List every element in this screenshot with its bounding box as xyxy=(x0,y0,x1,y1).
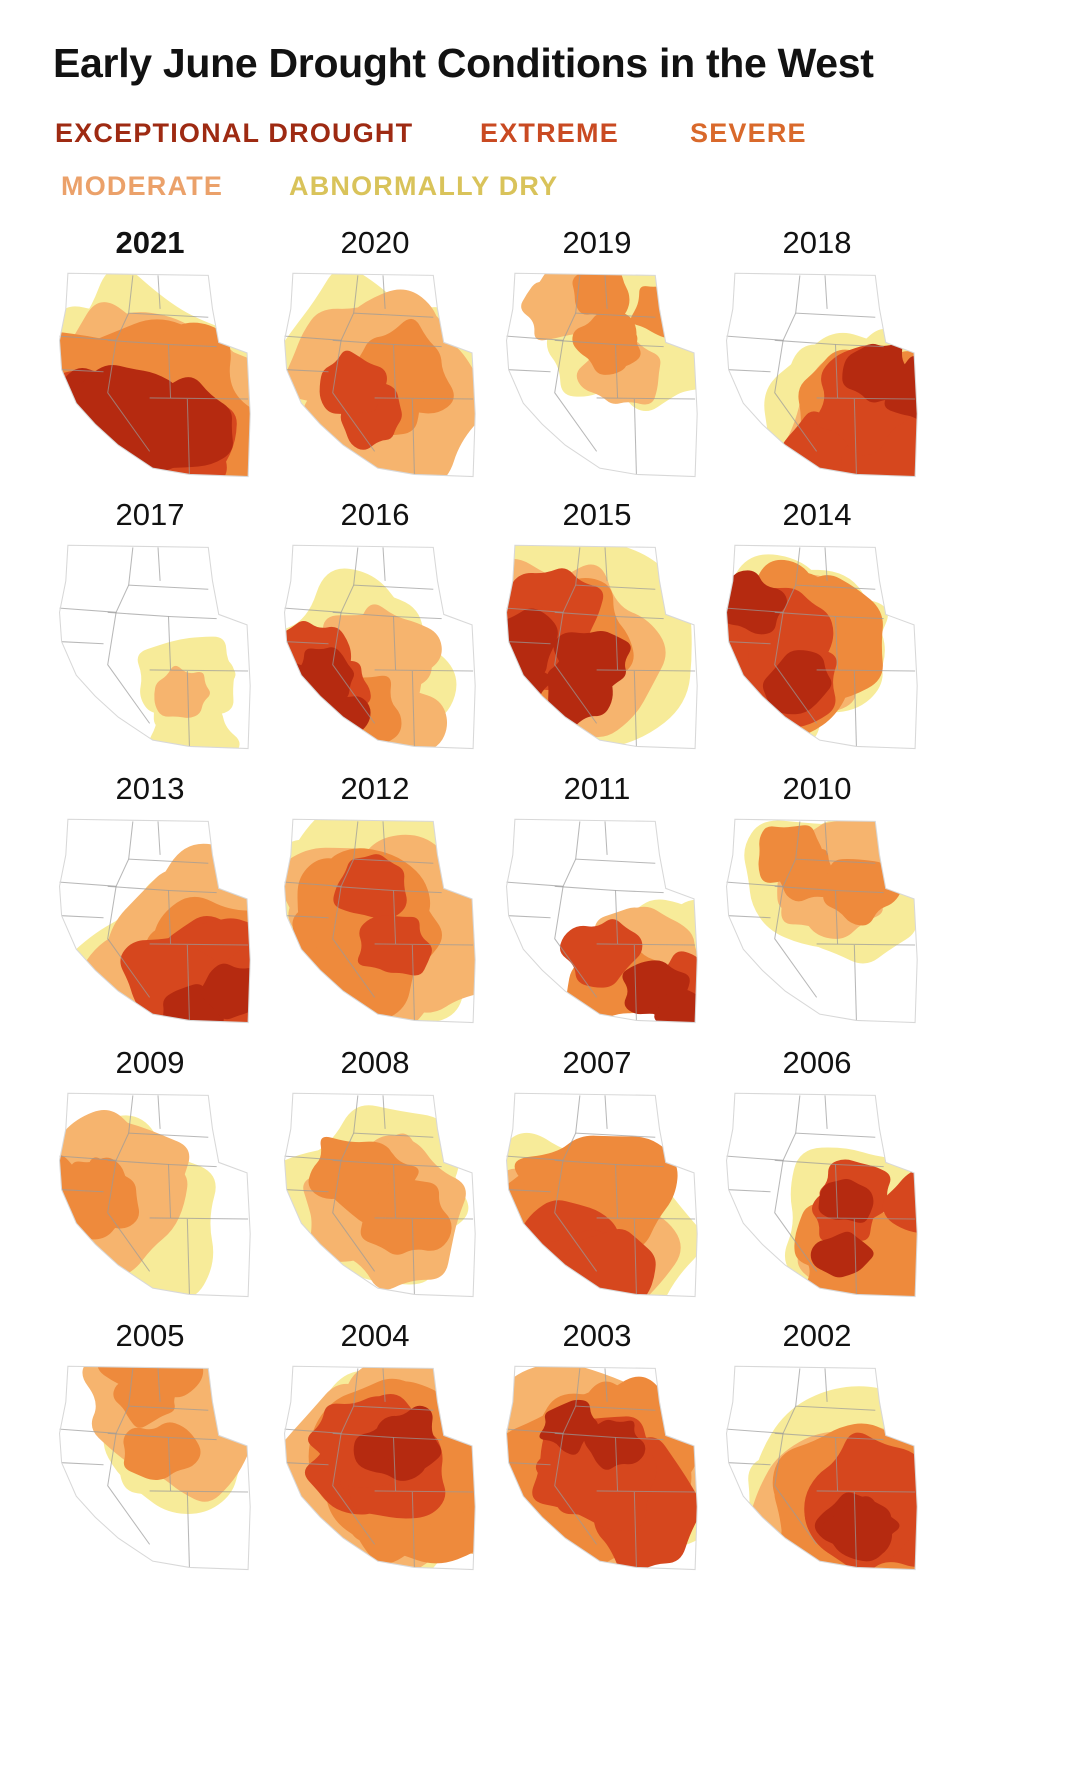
page-title: Early June Drought Conditions in the Wes… xyxy=(53,40,874,86)
drought-map-2012 xyxy=(283,818,476,1024)
year-label-2004: 2004 xyxy=(340,1318,410,1353)
drought-map-2014 xyxy=(725,544,918,750)
year-label-2019: 2019 xyxy=(562,225,632,260)
year-label-2003: 2003 xyxy=(562,1318,632,1353)
drought-map-2007 xyxy=(505,1092,698,1298)
year-label-2008: 2008 xyxy=(340,1045,410,1080)
year-label-2009: 2009 xyxy=(115,1045,185,1080)
year-label-2021: 2021 xyxy=(115,225,185,260)
drought-map-2018 xyxy=(725,272,918,478)
drought-map-2015 xyxy=(505,544,698,750)
year-label-2015: 2015 xyxy=(562,497,632,532)
drought-map-2005 xyxy=(58,1365,251,1571)
legend-exceptional: EXCEPTIONAL DROUGHT xyxy=(55,118,414,148)
year-label-2002: 2002 xyxy=(782,1318,852,1353)
year-label-2014: 2014 xyxy=(782,497,852,532)
drought-map-2017 xyxy=(58,544,251,750)
year-label-2011: 2011 xyxy=(563,771,631,806)
year-label-2007: 2007 xyxy=(562,1045,632,1080)
drought-map-2006 xyxy=(725,1092,918,1298)
legend-abnormally-dry: ABNORMALLY DRY xyxy=(289,171,559,201)
drought-map-2019 xyxy=(505,272,698,478)
year-label-2013: 2013 xyxy=(115,771,185,806)
drought-map-2010 xyxy=(725,818,918,1024)
year-label-2017: 2017 xyxy=(115,497,185,532)
drought-map-2009 xyxy=(58,1092,251,1298)
legend-extreme: EXTREME xyxy=(480,118,619,148)
year-label-2016: 2016 xyxy=(340,497,410,532)
year-label-2018: 2018 xyxy=(782,225,852,260)
drought-map-2013 xyxy=(58,818,251,1024)
drought-map-2002 xyxy=(725,1365,918,1571)
drought-map-2008 xyxy=(283,1092,476,1298)
drought-map-2003 xyxy=(505,1365,698,1571)
legend-severe: SEVERE xyxy=(690,118,807,148)
year-label-2010: 2010 xyxy=(782,771,852,806)
year-label-2012: 2012 xyxy=(340,771,410,806)
year-label-2005: 2005 xyxy=(115,1318,185,1353)
drought-map-2011 xyxy=(505,818,698,1024)
drought-map-2021 xyxy=(58,272,251,478)
drought-map-2020 xyxy=(283,272,476,478)
legend-moderate: MODERATE xyxy=(61,171,224,201)
year-label-2020: 2020 xyxy=(340,225,410,260)
year-label-2006: 2006 xyxy=(782,1045,852,1080)
drought-map-2016 xyxy=(283,544,476,750)
drought-map-2004 xyxy=(283,1365,476,1571)
